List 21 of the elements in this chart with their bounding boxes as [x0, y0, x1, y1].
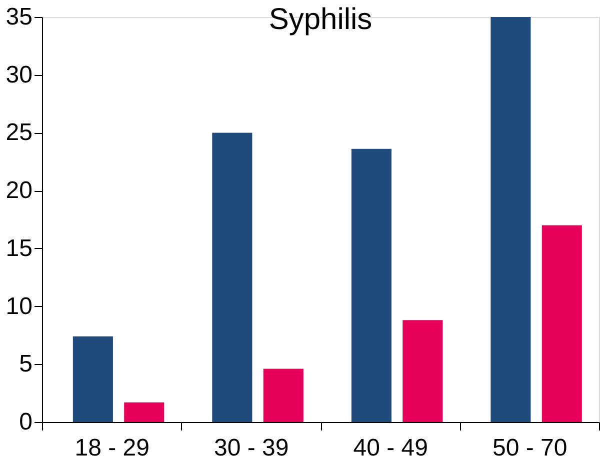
chart-title: Syphilis	[268, 3, 372, 36]
y-tick-label: 35	[6, 4, 32, 30]
x-tick-label: 18 - 29	[74, 434, 150, 462]
bar	[351, 148, 392, 422]
y-tick-label: 5	[19, 350, 32, 378]
bar	[542, 225, 582, 422]
y-tick-label: 20	[6, 177, 32, 204]
y-tick-label: 25	[6, 119, 32, 146]
bar	[402, 320, 443, 422]
y-tick-label: 30	[6, 61, 32, 88]
bar	[212, 132, 252, 422]
x-tick-label: 40 - 49	[353, 434, 428, 462]
bar	[263, 368, 304, 422]
bar	[490, 17, 531, 422]
x-tick-label: 50 - 70	[492, 434, 568, 462]
bar	[124, 402, 164, 422]
x-tick-label: 30 - 39	[214, 434, 289, 462]
bar	[72, 336, 113, 422]
y-tick-label: 0	[19, 408, 32, 436]
y-tick-label: 15	[6, 234, 32, 262]
y-tick-label: 10	[6, 292, 32, 320]
